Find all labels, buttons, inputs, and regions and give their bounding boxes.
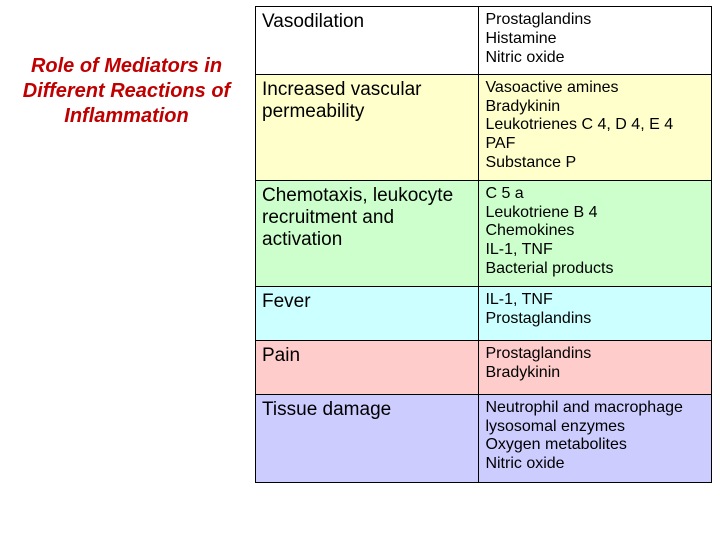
mediator-text: Vasoactive aminesBradykininLeukotrienes … — [485, 79, 705, 173]
mediator-text: IL-1, TNFProstaglandins — [485, 291, 705, 329]
mediators-table: Vasodilation ProstaglandinsHistamineNitr… — [255, 6, 712, 483]
mediator-cell: ProstaglandinsHistamineNitric oxide — [479, 7, 712, 75]
reaction-cell: Tissue damage — [256, 394, 479, 482]
table-row: Chemotaxis, leukocyte recruitment and ac… — [256, 180, 712, 286]
table-row: Increased vascular permeability Vasoacti… — [256, 74, 712, 180]
mediator-cell: ProstaglandinsBradykinin — [479, 340, 712, 394]
slide-title: Role of Mediators in Different Reactions… — [4, 54, 249, 129]
table-row: Pain ProstaglandinsBradykinin — [256, 340, 712, 394]
reaction-cell: Pain — [256, 340, 479, 394]
mediator-text: C 5 aLeukotriene B 4ChemokinesIL-1, TNFB… — [485, 185, 705, 279]
reaction-text: Pain — [262, 345, 472, 367]
reaction-cell: Vasodilation — [256, 7, 479, 75]
mediator-text: ProstaglandinsHistamineNitric oxide — [485, 11, 705, 68]
mediator-cell: Neutrophil and macrophage lysosomal enzy… — [479, 394, 712, 482]
reaction-text: Fever — [262, 291, 472, 313]
reaction-text: Increased vascular permeability — [262, 79, 472, 124]
reaction-cell: Fever — [256, 286, 479, 340]
mediator-text: Neutrophil and macrophage lysosomal enzy… — [485, 399, 705, 475]
reaction-text: Chemotaxis, leukocyte recruitment and ac… — [262, 185, 472, 252]
table-column: Vasodilation ProstaglandinsHistamineNitr… — [255, 0, 720, 540]
mediator-text: ProstaglandinsBradykinin — [485, 345, 705, 383]
reaction-cell: Increased vascular permeability — [256, 74, 479, 180]
table-row: Tissue damage Neutrophil and macrophage … — [256, 394, 712, 482]
mediator-cell: IL-1, TNFProstaglandins — [479, 286, 712, 340]
reaction-text: Tissue damage — [262, 399, 472, 421]
slide-layout: Role of Mediators in Different Reactions… — [0, 0, 720, 540]
table-row: Vasodilation ProstaglandinsHistamineNitr… — [256, 7, 712, 75]
mediator-cell: Vasoactive aminesBradykininLeukotrienes … — [479, 74, 712, 180]
mediator-cell: C 5 aLeukotriene B 4ChemokinesIL-1, TNFB… — [479, 180, 712, 286]
title-column: Role of Mediators in Different Reactions… — [0, 0, 255, 540]
table-row: Fever IL-1, TNFProstaglandins — [256, 286, 712, 340]
reaction-text: Vasodilation — [262, 11, 472, 33]
table-body: Vasodilation ProstaglandinsHistamineNitr… — [256, 7, 712, 483]
reaction-cell: Chemotaxis, leukocyte recruitment and ac… — [256, 180, 479, 286]
